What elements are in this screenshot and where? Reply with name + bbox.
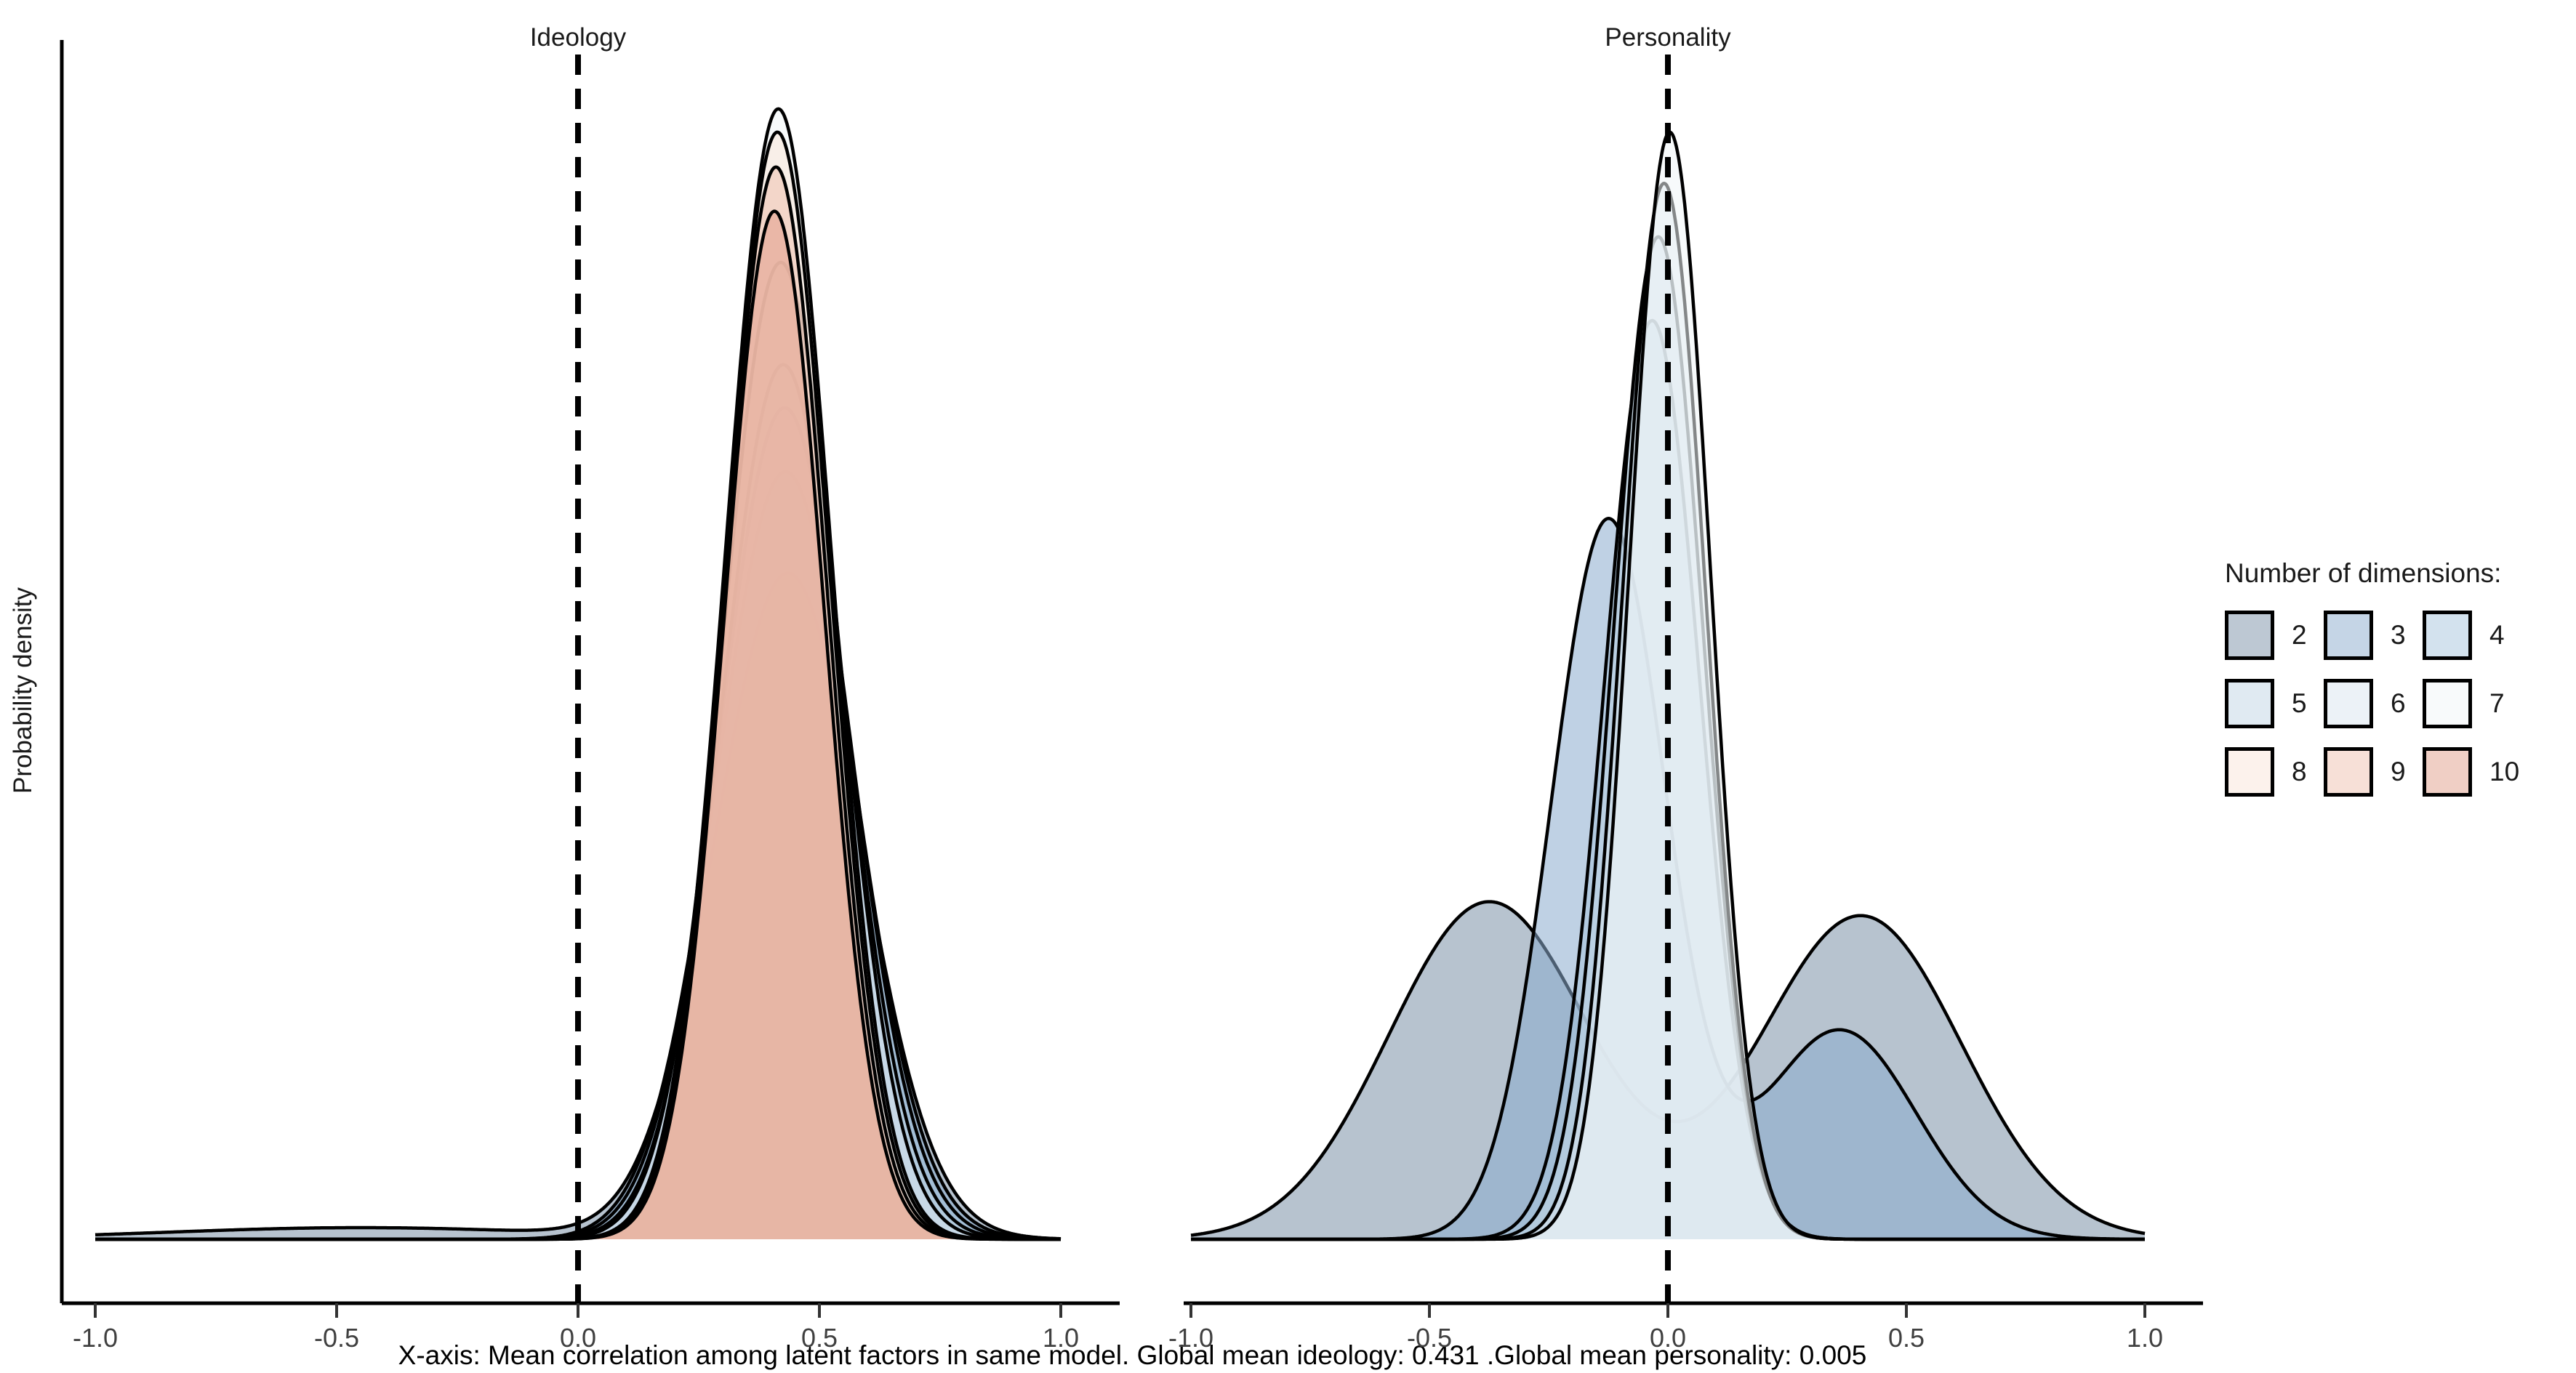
legend-item-3: 3 [2324,611,2423,660]
density-outline-ideology-dim-10 [95,209,1062,1241]
legend-item-9: 9 [2324,747,2423,797]
legend-label: 5 [2292,688,2307,718]
x-tick-label: -0.5 [313,1323,360,1353]
panel-title-ideology: Ideology [529,23,627,52]
legend-label: 6 [2391,688,2406,718]
legend-swatch-10 [2423,747,2472,797]
caption: X-axis: Mean correlation among latent fa… [398,1340,1867,1370]
legend-item-6: 6 [2324,679,2423,728]
legend-swatch-5 [2225,679,2274,728]
panel-title-personality: Personality [1605,23,1731,52]
legend-label: 10 [2489,757,2520,786]
legend-grid: 2 3 4 5 6 7 8 9 10 [2225,611,2521,797]
legend-swatch-9 [2324,747,2373,797]
legend-swatch-3 [2324,611,2373,660]
x-tick-label: -1.0 [1168,1323,1214,1353]
x-tick-label: 0.5 [1887,1323,1925,1353]
legend-label: 9 [2391,757,2406,786]
legend-swatch-2 [2225,611,2274,660]
x-tick-label: 0.0 [559,1323,597,1353]
x-tick-label: 0.0 [1649,1323,1687,1353]
legend-label: 7 [2489,688,2505,718]
legend-swatch-6 [2324,679,2373,728]
legend-label: 3 [2391,620,2406,650]
density-fill-ideology-dim-10 [95,211,1061,1240]
legend-swatch-7 [2423,679,2472,728]
x-tick-label: 1.0 [2126,1323,2164,1353]
legend-item-7: 7 [2423,679,2521,728]
legend-item-4: 4 [2423,611,2521,660]
legend-swatch-4 [2423,611,2472,660]
legend: Number of dimensions: 2 3 4 5 6 7 8 9 10 [2225,558,2521,797]
legend-label: 2 [2292,620,2307,650]
x-tick-label: -1.0 [72,1323,119,1353]
y-axis-label: Probability density [9,587,37,794]
legend-title: Number of dimensions: [2225,558,2502,588]
legend-label: 8 [2292,757,2307,786]
legend-item-10: 10 [2423,747,2521,797]
legend-item-8: 8 [2225,747,2324,797]
x-tick-label: 1.0 [1042,1323,1080,1353]
x-tick-label: 0.5 [801,1323,838,1353]
legend-item-5: 5 [2225,679,2324,728]
legend-item-2: 2 [2225,611,2324,660]
legend-swatch-8 [2225,747,2274,797]
x-tick-label: -0.5 [1406,1323,1453,1353]
legend-label: 4 [2489,620,2505,650]
